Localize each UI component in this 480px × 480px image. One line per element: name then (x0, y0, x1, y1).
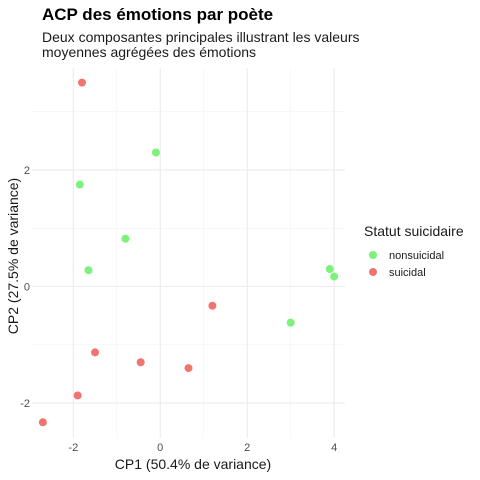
data-point-suicidal (73, 391, 82, 400)
data-point-suicidal (38, 418, 47, 427)
legend-key-nonsuicidal (369, 251, 377, 259)
legend-label-suicidal: suicidal (389, 267, 426, 279)
data-point-suicidal (208, 301, 217, 310)
data-point-nonsuicidal (121, 234, 130, 243)
legend-title: Statut suicidaire (364, 223, 464, 239)
data-point-nonsuicidal (330, 272, 339, 281)
x-tick-label: 0 (157, 442, 163, 454)
y-tick-label: 0 (24, 282, 30, 294)
data-point-nonsuicidal (325, 265, 334, 274)
data-point-suicidal (136, 358, 145, 367)
x-tick-label: -2 (68, 442, 78, 454)
y-tick-label: 2 (24, 165, 30, 177)
chart-subtitle: Deux composantes principales illustrant … (42, 29, 360, 60)
x-axis-ticks: -2 0 2 4 (68, 442, 337, 454)
legend: Statut suicidaire nonsuicidal suicidal (364, 223, 464, 279)
chart-title: ACP des émotions par poète (42, 5, 274, 24)
data-point-suicidal (184, 364, 193, 373)
data-point-nonsuicidal (286, 318, 295, 327)
data-point-suicidal (77, 78, 86, 87)
data-points (38, 78, 339, 427)
y-axis-ticks: -2 0 2 (20, 165, 30, 410)
x-tick-label: 2 (244, 442, 250, 454)
data-point-suicidal (91, 348, 100, 357)
x-tick-label: 4 (331, 442, 337, 454)
x-axis-title: CP1 (50.4% de variance) (115, 456, 271, 472)
legend-label-nonsuicidal: nonsuicidal (389, 250, 444, 262)
data-point-nonsuicidal (75, 180, 84, 189)
data-point-nonsuicidal (84, 266, 93, 275)
y-axis-title: CP2 (27.5% de variance) (5, 178, 21, 334)
legend-key-suicidal (369, 268, 377, 276)
data-point-nonsuicidal (151, 148, 160, 157)
grid (32, 68, 345, 438)
y-tick-label: -2 (20, 398, 30, 410)
